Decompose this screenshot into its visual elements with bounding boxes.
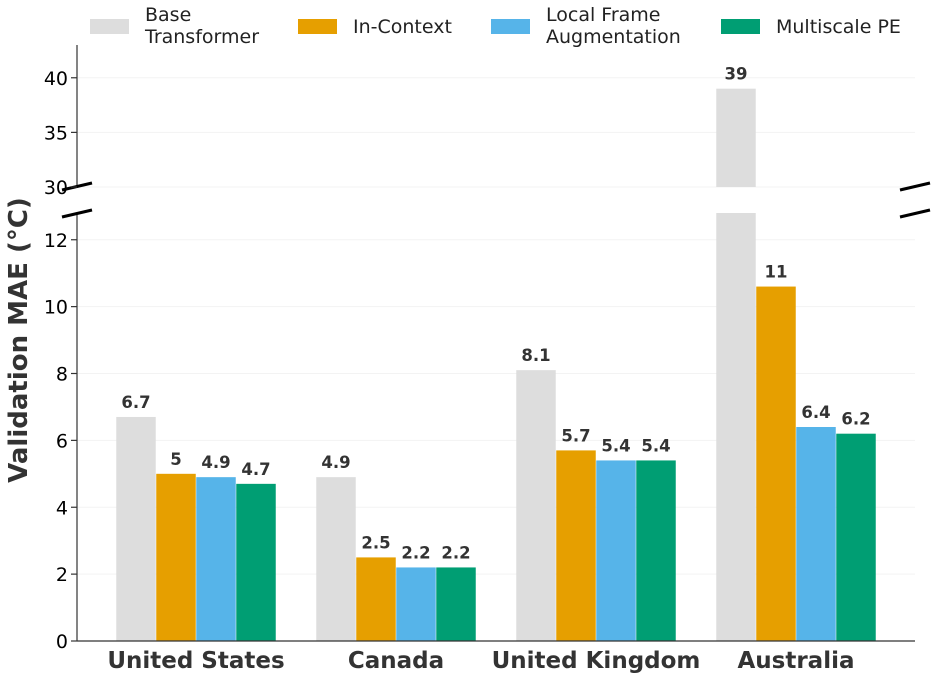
data-label-multiscale-pe-canada: 2.2: [441, 543, 470, 562]
y-tick-label-lower-10: 10: [44, 297, 68, 319]
x-tick-label-australia: Australia: [737, 648, 854, 674]
data-label-multiscale-pe-united-states: 4.7: [241, 460, 270, 479]
data-label-base-transformer-united-kingdom: 8.1: [521, 346, 550, 365]
legend-entry-in-context: In-Context: [353, 16, 452, 38]
x-tick-label-united-states: United States: [107, 648, 284, 674]
y-tick-label-upper-35: 35: [44, 122, 68, 144]
y-tick-label-lower-6: 6: [56, 430, 68, 452]
bar-in-context-united-states: [156, 473, 196, 641]
data-label-in-context-united-kingdom: 5.7: [561, 426, 590, 445]
bar-base-transformer-australia-lower: [716, 213, 756, 641]
y-tick-label-lower-8: 8: [56, 364, 68, 386]
legend-line: Local Frame: [546, 4, 660, 26]
break-mark-left-lower: [61, 208, 93, 219]
legend-line: Base: [145, 4, 191, 26]
legend-entry-multiscale-pe: Multiscale PE: [776, 16, 901, 38]
bar-in-context-united-kingdom: [556, 450, 596, 641]
legend-swatch-in-context: [298, 19, 337, 34]
bar-multiscale-pe-canada: [436, 567, 476, 641]
y-tick-label-lower-0: 0: [56, 631, 68, 653]
data-label-base-transformer-united-states: 6.7: [121, 393, 150, 412]
bar-base-transformer-united-kingdom: [516, 370, 556, 641]
data-labels: 6.7 4.9 8.1 39 5 2.5 5.7 11 4.9 2.2 5.4 6.4 4.7 2.2 5.…: [121, 65, 870, 563]
bar-multiscale-pe-united-states: [236, 483, 276, 641]
bar-in-context-canada: [356, 557, 396, 641]
bar-local-frame-augmentation-united-kingdom: [596, 460, 636, 641]
bar-multiscale-pe-australia: [836, 433, 876, 641]
legend-entry-base-transformer: Base Transformer: [144, 4, 259, 48]
y-tick-label-lower-12: 12: [44, 230, 68, 252]
y-axis-label: Validation MAE (°C): [4, 197, 34, 483]
y-tick-label-upper-30: 30: [44, 177, 68, 199]
data-label-in-context-australia: 11: [765, 263, 788, 282]
legend: Base Transformer In-Context Local Frame Augm…: [90, 4, 901, 48]
x-tick-label-canada: Canada: [348, 648, 444, 674]
legend-swatch-local-frame-augmentation: [491, 19, 530, 34]
bars: [116, 88, 876, 641]
x-category-labels: United States Canada United Kingdom Austral…: [107, 648, 854, 674]
bar-base-transformer-canada: [316, 477, 356, 641]
data-label-local-frame-augmentation-canada: 2.2: [401, 543, 430, 562]
data-label-local-frame-augmentation-united-kingdom: 5.4: [601, 436, 630, 455]
legend-swatch-multiscale-pe: [721, 19, 760, 34]
break-mark-right-upper: [899, 181, 931, 192]
bar-multiscale-pe-united-kingdom: [636, 460, 676, 641]
data-label-multiscale-pe-australia: 6.2: [841, 410, 870, 429]
bar-local-frame-augmentation-united-states: [196, 477, 236, 641]
y-ticks: 0 2 4 6 8 10 12 30 35 40: [44, 68, 77, 653]
data-label-in-context-united-states: 5: [170, 450, 181, 469]
bar-local-frame-augmentation-australia: [796, 427, 836, 641]
bar-base-transformer-australia-upper: [716, 88, 756, 187]
data-label-base-transformer-canada: 4.9: [321, 453, 350, 472]
data-label-local-frame-augmentation-united-states: 4.9: [201, 453, 230, 472]
data-label-in-context-canada: 2.5: [361, 533, 390, 552]
x-tick-label-united-kingdom: United Kingdom: [492, 648, 701, 674]
break-mark-right-lower: [899, 208, 931, 219]
legend-line: Augmentation: [546, 26, 681, 48]
data-label-local-frame-augmentation-australia: 6.4: [801, 403, 830, 422]
bar-local-frame-augmentation-canada: [396, 567, 436, 641]
y-tick-label-lower-2: 2: [56, 564, 68, 586]
y-tick-label-upper-40: 40: [44, 68, 68, 90]
bar-in-context-australia: [756, 286, 796, 641]
legend-entry-local-frame-augmentation: Local Frame Augmentation: [546, 4, 681, 48]
bar-base-transformer-united-states: [116, 416, 156, 641]
y-tick-label-lower-4: 4: [56, 497, 68, 519]
data-label-base-transformer-australia: 39: [725, 65, 748, 84]
data-label-multiscale-pe-united-kingdom: 5.4: [641, 436, 670, 455]
legend-line: Transformer: [144, 26, 259, 48]
legend-swatch-base-transformer: [90, 19, 129, 34]
